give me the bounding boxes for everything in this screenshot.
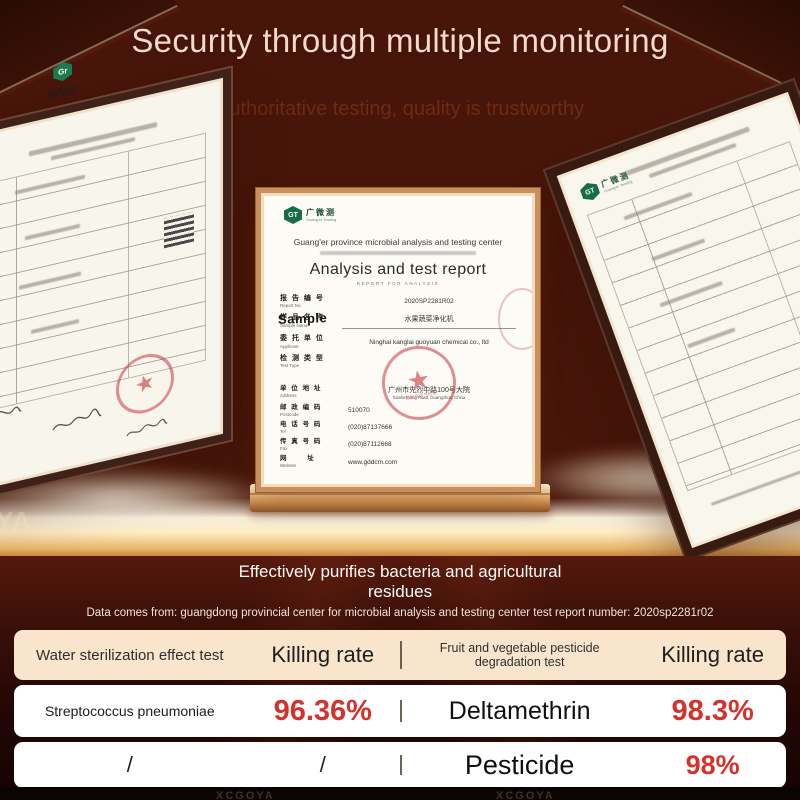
star-icon: ★	[132, 367, 158, 400]
field-sample: Sample 样 品 名 称 Sample Name 水果蔬菜净化机	[278, 310, 516, 330]
field-fax: 传 真 号 码 Fax (020)87112668	[280, 438, 516, 451]
table-row: / / Pesticide 98%	[14, 742, 786, 788]
benefit-line-1: Effectively purifies bacteria and agricu…	[238, 562, 562, 581]
field-address: 单 位 地 址 Address 广州市先烈中路100号大院 Xianliezho…	[280, 385, 516, 400]
header-killing-rate-1: Killing rate	[271, 642, 375, 667]
field-value-en: Xianliezhong Road, Guangzhou, China	[392, 394, 466, 400]
signature-scribble	[126, 418, 168, 437]
gt-hexagon-logo-icon: GT	[578, 180, 601, 203]
field-label-cn: 报 告 编 号	[280, 294, 325, 302]
field-value: www.gddcm.com	[348, 458, 398, 466]
field-value: (020)87112668	[348, 441, 392, 449]
certificate-left: ★	[0, 81, 220, 493]
field-tel: 电 话 号 码 Tel (020)87137666	[280, 421, 516, 434]
field-label-en: Fax	[280, 446, 288, 452]
field-value: 510070	[348, 406, 370, 414]
report-fields: 报 告 编 号 Report No. 2020SP2281R02 Sample …	[278, 295, 516, 469]
lab-logo: GT 广微测 Guang'er Testing	[284, 206, 516, 224]
field-label-en: Report No.	[280, 302, 302, 308]
field-test-type: 检 测 类 型 Test Type	[280, 355, 516, 369]
field-label-cn: 检 测 类 型	[280, 355, 325, 363]
lab-logo-sub: Guang'er Testing	[306, 216, 337, 222]
lab-logo-cn: 广微测	[306, 207, 336, 217]
certificate-center: GT 广微测 Guang'er Testing Guang'er provinc…	[264, 196, 532, 484]
field-label-cn: 网 址	[280, 455, 316, 463]
field-label-en: Sample Name	[280, 322, 309, 328]
page-title: Security through multiple monitoring	[131, 22, 669, 59]
results-table: Water sterilization effect test Killing …	[14, 630, 786, 788]
cell-chemical-name: Deltamethrin	[448, 696, 591, 725]
page-subtitle: Authoritative testing, quality is trustw…	[216, 98, 584, 120]
row-divider	[400, 754, 402, 776]
red-seal-stamp-partial	[498, 288, 532, 350]
table-row: Streptococcus pneumoniae 96.36% Deltamet…	[14, 685, 786, 737]
field-label-cn: 单 位 地 址	[280, 384, 322, 392]
field-report-no: 报 告 编 号 Report No. 2020SP2281R02	[280, 295, 516, 309]
header-water-test: Water sterilization effect test	[36, 646, 224, 664]
field-value: (020)87137666	[348, 424, 393, 432]
gt-hexagon-logo-icon: GT	[284, 206, 302, 224]
edge-watermark: YA	[0, 506, 32, 536]
lab-name-caps-bar	[320, 251, 476, 255]
field-label-en: Tel	[280, 428, 286, 434]
cell-chemical-name: Pesticide	[464, 749, 575, 780]
field-label-en: Applicant	[280, 343, 299, 349]
brand-watermark: XCGOYA	[216, 790, 275, 800]
cell-empty: /	[319, 752, 326, 777]
cell-empty: /	[126, 752, 133, 777]
field-label-en: Postcode	[280, 411, 299, 417]
results-header-row: Water sterilization effect test Killing …	[14, 630, 786, 680]
certificate-stand	[250, 484, 550, 512]
field-label-cn: 样 品 名 称	[280, 314, 325, 322]
field-label-en: Website	[280, 463, 297, 469]
signature-scribble	[52, 408, 102, 431]
field-value: Ninghai kanglai guoyuan chemical co., lt…	[369, 338, 489, 346]
header-killing-rate-2: Killing rate	[661, 642, 764, 667]
lab-name: Guang'er province microbial analysis and…	[293, 237, 503, 247]
header-pesticide-test: Fruit and vegetable pesticide degradatio…	[439, 640, 600, 669]
field-value: 2020SP2281R02	[404, 297, 454, 305]
cell-bacteria-name: Streptococcus pneumoniae	[44, 703, 215, 719]
field-postcode: 邮 政 编 码 Postcode 510070	[280, 404, 516, 417]
field-label-en: Address	[280, 392, 297, 398]
benefit-line-2: residues	[367, 581, 433, 601]
signature-scribble	[0, 406, 22, 425]
doc-table-pattern	[0, 132, 206, 416]
green-shield-logo-icon: Gr	[53, 60, 72, 83]
lab-logo: GT 广微测 Guang'er Testing	[578, 168, 633, 203]
wide-badge: Gr Wide	[48, 59, 78, 102]
field-website: 网 址 Website www.gddcm.com	[280, 455, 516, 468]
field-value: 水果蔬菜净化机	[342, 314, 516, 330]
cell-kill-rate: 98%	[685, 749, 740, 780]
header-divider	[400, 641, 402, 669]
cell-kill-rate: 98.3%	[671, 694, 754, 727]
data-source-note: Data comes from: guangdong provincial ce…	[86, 607, 714, 620]
field-value: 广州市先烈中路100号大院	[388, 386, 470, 394]
field-applicant: 委 托 单 位 Applicant Ninghai kanglai guoyua…	[280, 335, 516, 349]
report-title-caps: REPORT FOR ANALYSIS	[356, 280, 440, 286]
row-divider	[400, 699, 402, 723]
cell-kill-rate: 96.36%	[273, 694, 372, 727]
field-label-cn: 电 话 号 码	[280, 421, 322, 429]
bottom-panel: Effectively purifies bacteria and agricu…	[0, 556, 800, 800]
field-label-en: Test Type	[280, 363, 300, 369]
field-label-cn: 传 真 号 码	[280, 438, 322, 446]
field-label-cn: 邮 政 编 码	[280, 403, 322, 411]
field-label-cn: 委 托 单 位	[280, 335, 325, 343]
brand-watermark: XCGOYA	[496, 790, 555, 800]
bottom-strip: XCGOYA XCGOYA	[0, 787, 800, 800]
report-title: Analysis and test report	[309, 260, 487, 278]
